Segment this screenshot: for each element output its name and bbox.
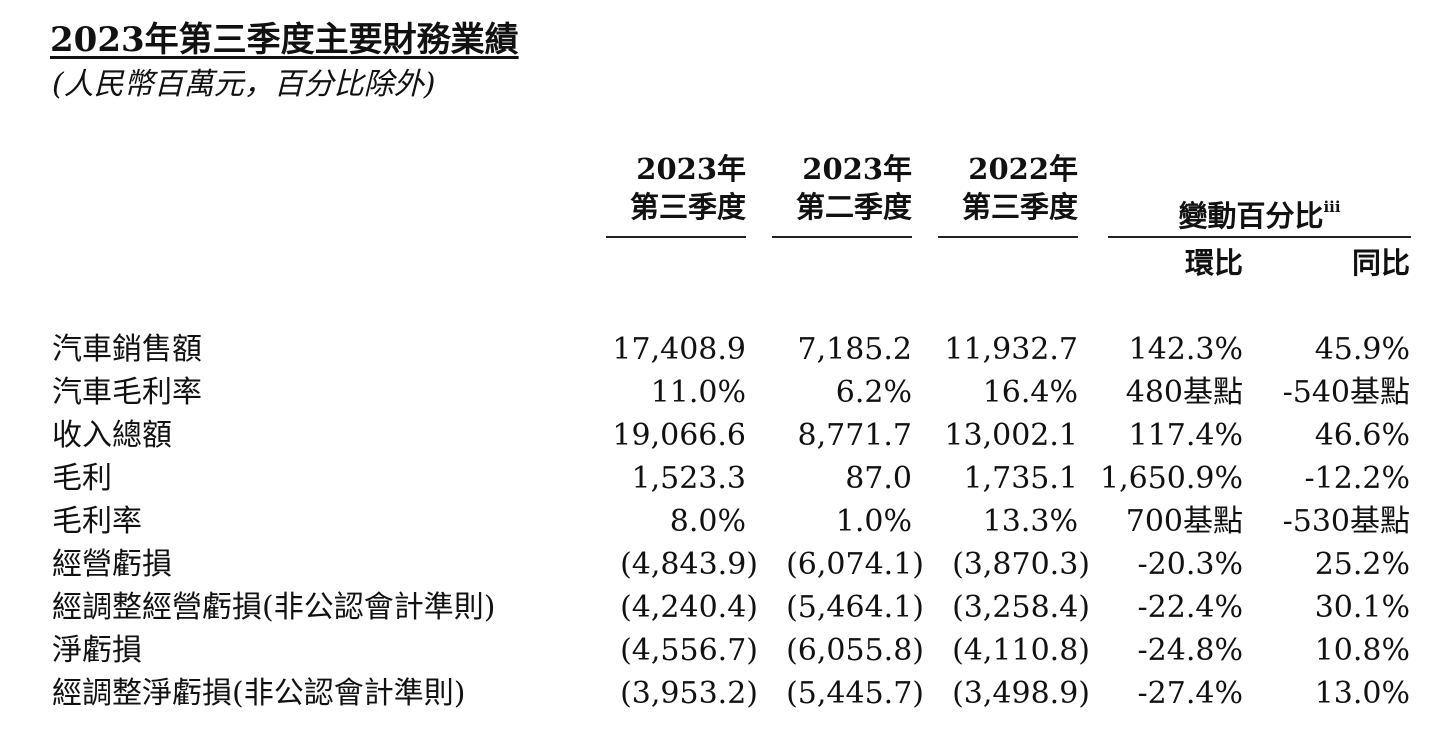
column-header-q2-2023: 2023年 第二季度 — [772, 150, 912, 238]
cell-q3-2022: 13,002.1 — [944, 418, 1078, 453]
cell-q2-2023: (6,055.8) — [786, 633, 924, 668]
cell-q3-2023: (4,556.7) — [620, 633, 758, 668]
cell-qoq: -24.8% — [1137, 633, 1243, 668]
cell-qoq: -27.4% — [1137, 676, 1243, 711]
page-title: 2023年第三季度主要財務業績 — [50, 20, 519, 60]
table-row: 汽車銷售額 17,408.9 7,185.2 11,932.7 142.3% 4… — [0, 330, 1448, 373]
column-rule — [606, 236, 746, 238]
cell-q3-2022: (3,498.9) — [952, 676, 1090, 711]
cell-q2-2023: 87.0 — [845, 461, 912, 496]
cell-q2-2023: 8,771.7 — [797, 418, 912, 453]
column-rule — [772, 236, 912, 238]
cell-q3-2023: 11.0% — [650, 375, 746, 410]
footnote-marker: iii — [1323, 198, 1341, 216]
cell-q3-2023: 8.0% — [669, 504, 746, 539]
row-label: 經調整淨虧損(非公認會計準則) — [52, 676, 466, 711]
cell-q2-2023: 1.0% — [835, 504, 912, 539]
cell-q3-2023: (3,953.2) — [620, 676, 758, 711]
cell-q3-2022: (3,870.3) — [952, 547, 1090, 582]
table-row: 經調整經營虧損(非公認會計準則) (4,240.4) (5,464.1) (3,… — [0, 588, 1448, 631]
cell-qoq: 117.4% — [1128, 418, 1243, 453]
column-header-year: 2022年 — [968, 152, 1078, 186]
column-header-quarter: 第三季度 — [961, 190, 1078, 224]
cell-yoy: -530基點 — [1282, 504, 1410, 539]
qoq-header: 環比 — [1184, 246, 1243, 280]
cell-qoq: -22.4% — [1137, 590, 1243, 625]
cell-qoq: 142.3% — [1128, 332, 1243, 367]
row-label: 經營虧損 — [52, 547, 172, 582]
cell-qoq: 700基點 — [1125, 504, 1243, 539]
row-label: 毛利率 — [52, 504, 142, 539]
row-label: 汽車毛利率 — [52, 375, 202, 410]
cell-qoq: 480基點 — [1125, 375, 1243, 410]
row-label: 汽車銷售額 — [52, 332, 202, 367]
units-note: (人民幣百萬元，百分比除外) — [52, 67, 436, 102]
cell-yoy: 46.6% — [1314, 418, 1410, 453]
cell-q3-2022: 11,932.7 — [944, 332, 1078, 367]
cell-q2-2023: (5,445.7) — [786, 676, 924, 711]
cell-yoy: 10.8% — [1314, 633, 1410, 668]
cell-q2-2023: (5,464.1) — [786, 590, 924, 625]
column-header-q3-2022: 2022年 第三季度 — [938, 150, 1078, 238]
table-row: 淨虧損 (4,556.7) (6,055.8) (4,110.8) -24.8%… — [0, 631, 1448, 674]
table-row: 毛利 1,523.3 87.0 1,735.1 1,650.9% -12.2% — [0, 459, 1448, 502]
cell-q3-2022: (3,258.4) — [952, 590, 1090, 625]
table-row: 汽車毛利率 11.0% 6.2% 16.4% 480基點 -540基點 — [0, 373, 1448, 416]
change-header-label: 變動百分比 — [1178, 199, 1324, 233]
change-percentage-header: 變動百分比iii — [1108, 188, 1411, 238]
cell-q3-2022: 16.4% — [982, 375, 1078, 410]
cell-q3-2023: 17,408.9 — [612, 332, 746, 367]
row-label: 淨虧損 — [52, 633, 142, 668]
cell-yoy: -540基點 — [1282, 375, 1410, 410]
column-header-quarter: 第二季度 — [795, 190, 912, 224]
cell-q3-2023: 19,066.6 — [612, 418, 746, 453]
cell-yoy: 13.0% — [1314, 676, 1410, 711]
cell-q3-2022: 1,735.1 — [963, 461, 1078, 496]
cell-q2-2023: (6,074.1) — [786, 547, 924, 582]
table-row: 經調整淨虧損(非公認會計準則) (3,953.2) (5,445.7) (3,4… — [0, 674, 1448, 717]
cell-q2-2023: 6.2% — [835, 375, 912, 410]
cell-qoq: 1,650.9% — [1099, 461, 1243, 496]
change-header-rule — [1108, 236, 1411, 238]
column-header-year: 2023年 — [636, 152, 746, 186]
column-rule — [938, 236, 1078, 238]
cell-q3-2022: 13.3% — [982, 504, 1078, 539]
cell-q2-2023: 7,185.2 — [797, 332, 912, 367]
cell-qoq: -20.3% — [1137, 547, 1243, 582]
cell-yoy: 30.1% — [1314, 590, 1410, 625]
table-row: 經營虧損 (4,843.9) (6,074.1) (3,870.3) -20.3… — [0, 545, 1448, 588]
column-header-year: 2023年 — [802, 152, 912, 186]
column-header-quarter: 第三季度 — [629, 190, 746, 224]
financial-results-table: 汽車銷售額 17,408.9 7,185.2 11,932.7 142.3% 4… — [0, 330, 1448, 717]
yoy-header: 同比 — [1351, 246, 1410, 280]
table-row: 毛利率 8.0% 1.0% 13.3% 700基點 -530基點 — [0, 502, 1448, 545]
row-label: 收入總額 — [52, 418, 172, 453]
cell-yoy: 45.9% — [1314, 332, 1410, 367]
cell-q3-2022: (4,110.8) — [952, 633, 1090, 668]
cell-yoy: 25.2% — [1314, 547, 1410, 582]
cell-q3-2023: (4,843.9) — [620, 547, 758, 582]
row-label: 經調整經營虧損(非公認會計準則) — [52, 590, 496, 625]
row-label: 毛利 — [52, 461, 112, 496]
cell-q3-2023: (4,240.4) — [620, 590, 758, 625]
column-header-q3-2023: 2023年 第三季度 — [606, 150, 746, 238]
table-row: 收入總額 19,066.6 8,771.7 13,002.1 117.4% 46… — [0, 416, 1448, 459]
cell-q3-2023: 1,523.3 — [631, 461, 746, 496]
cell-yoy: -12.2% — [1304, 461, 1410, 496]
